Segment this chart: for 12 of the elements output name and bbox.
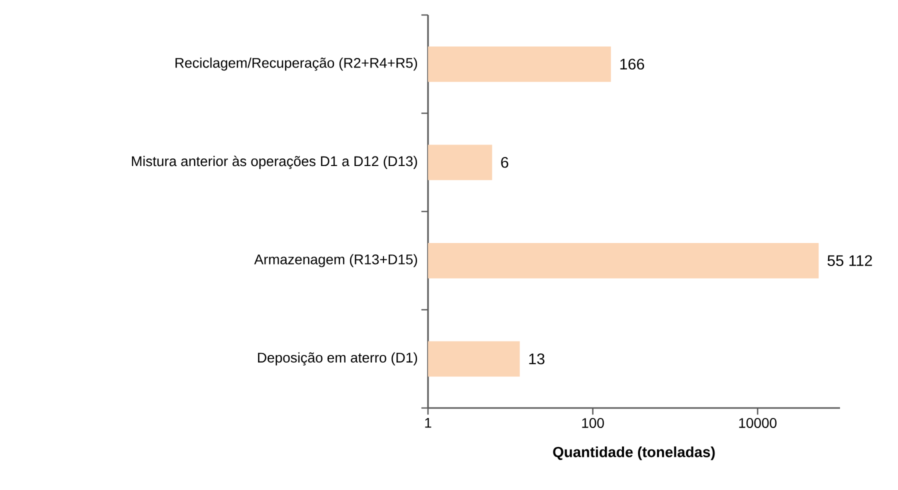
x-tick-label: 100 — [582, 418, 604, 428]
x-tick-label: 10000 — [739, 418, 777, 428]
x-tick-label: 1 — [425, 418, 432, 428]
data-label: 13 — [529, 353, 544, 364]
y-tick-label: Mistura anterior às operações D1 a D12 (D13) — [132, 156, 418, 170]
y-tick-label: Reciclagem/Recuperação (R2+R4+R5) — [176, 58, 418, 71]
y-tick-label: Armazenagem (R13+D15) — [254, 254, 418, 268]
y-tick-label: Deposição em aterro (D1) — [258, 352, 418, 366]
data-label: 6 — [501, 156, 508, 168]
x-axis-title: Quantidade (toneladas) — [553, 446, 715, 460]
data-label: 166 — [620, 58, 644, 70]
data-label: 55 112 — [828, 255, 872, 266]
